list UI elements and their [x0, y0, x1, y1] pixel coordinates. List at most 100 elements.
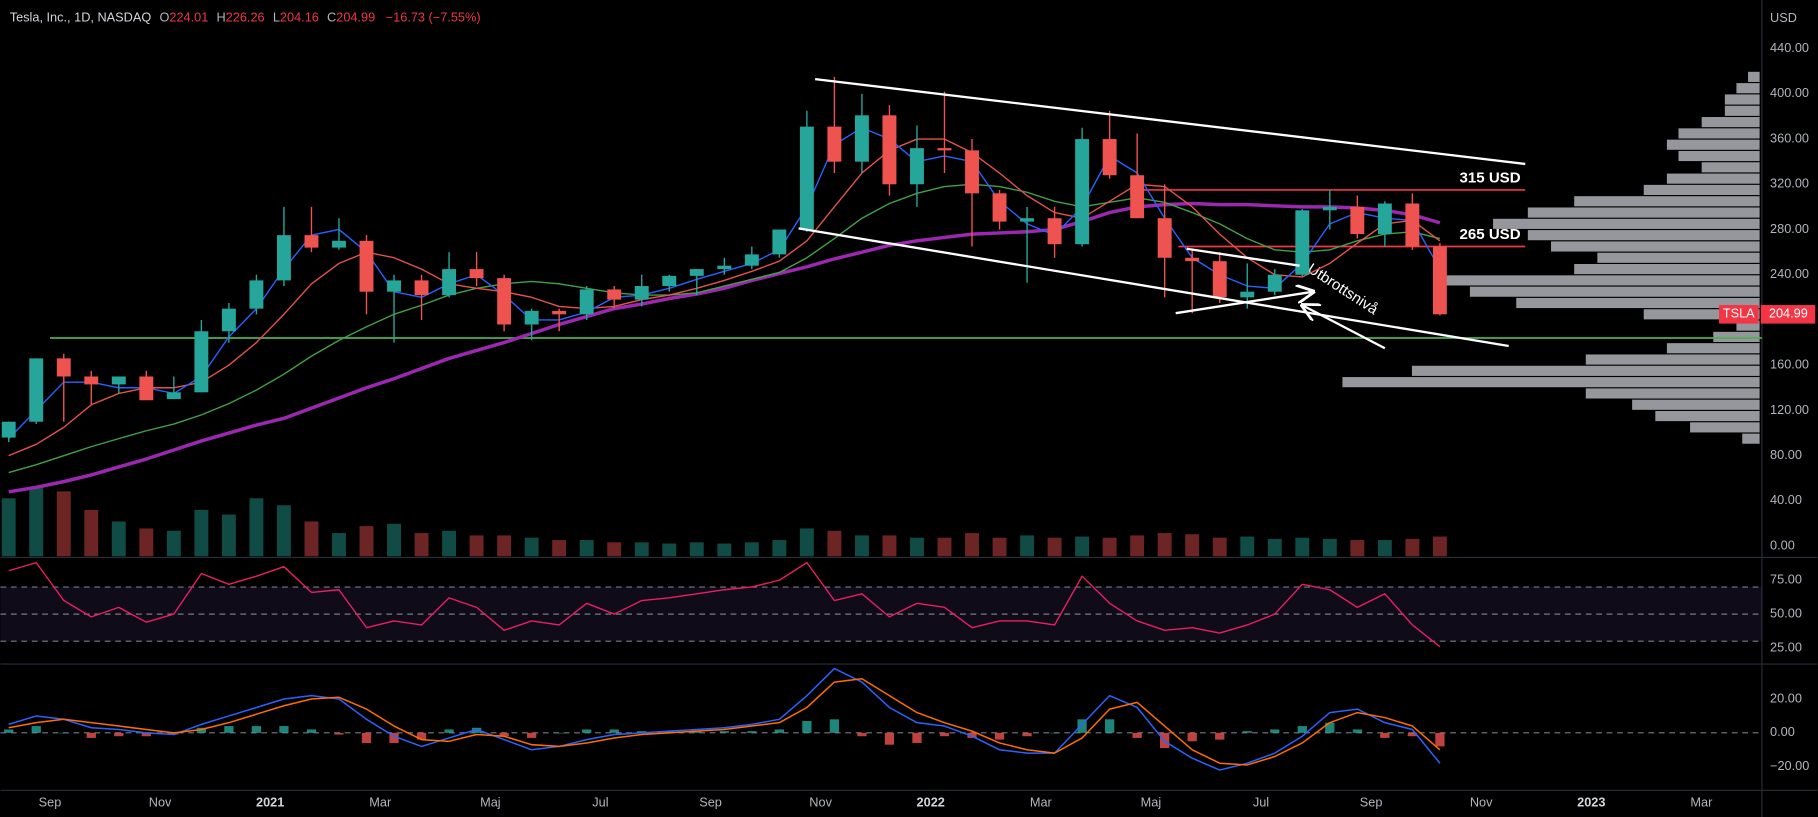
- ohlc-label: C: [327, 10, 336, 25]
- histogram-bar: [361, 732, 372, 743]
- histogram-bar: [527, 732, 537, 738]
- histogram-bar: [554, 732, 564, 734]
- candle-body: [662, 275, 677, 287]
- x-tick-label: 2022: [917, 794, 945, 809]
- histogram-bar: [334, 732, 344, 735]
- histogram-bar: [4, 729, 14, 733]
- x-tick-label: Mar: [1030, 794, 1053, 809]
- trendline: [1175, 292, 1314, 315]
- ohlc-label: L: [273, 10, 280, 25]
- histogram-bar: [857, 732, 867, 737]
- volume-profile-bar: [1690, 422, 1760, 433]
- histogram-bar: [444, 729, 454, 733]
- trendline: [814, 77, 1526, 166]
- histogram-bar: [1270, 729, 1280, 733]
- histogram-bar: [774, 729, 784, 733]
- header: Tesla, Inc., 1D, NASDAQ O224.01 H226.26 …: [10, 10, 481, 25]
- volume-bar: [1157, 533, 1172, 557]
- histogram-bar: [637, 731, 647, 733]
- volume-bar: [56, 491, 71, 557]
- volume-profile-bar: [1701, 117, 1760, 128]
- histogram-bar: [86, 732, 96, 738]
- volume-bar: [1212, 537, 1227, 557]
- histogram-bar: [1242, 731, 1252, 733]
- histogram-bar: [747, 731, 757, 733]
- volume-profile-bar: [1736, 83, 1760, 94]
- y-tick-label: 280.00: [1770, 221, 1809, 236]
- x-tick-label: Sep: [1360, 794, 1383, 809]
- x-tick-label: Mar: [369, 794, 392, 809]
- ohlc-value: 204.99: [336, 10, 375, 25]
- volume-bar: [304, 521, 319, 557]
- volume-bar: [497, 535, 512, 557]
- candle-body: [84, 376, 99, 385]
- volume-bar: [387, 523, 401, 557]
- volume-bar: [29, 486, 44, 557]
- histogram-bar: [1022, 732, 1032, 737]
- candle-body: [910, 148, 924, 185]
- histogram-bar: [1352, 729, 1362, 733]
- candle-body: [249, 280, 264, 309]
- volume-bar: [1377, 540, 1392, 557]
- histogram-bar: [114, 732, 124, 737]
- volume-bar: [332, 533, 346, 557]
- price-tag: [1760, 305, 1816, 324]
- volume-bar: [937, 537, 952, 557]
- volume-profile-bar: [1342, 377, 1760, 388]
- candle-body: [1075, 139, 1090, 245]
- candle-body: [442, 269, 457, 296]
- histogram-bar: [884, 732, 895, 745]
- histogram-bar: [31, 726, 41, 733]
- ohlc-value: 204.16: [280, 10, 319, 25]
- ohlc-value: 224.01: [169, 10, 208, 25]
- volume-profile-bar: [1632, 399, 1760, 410]
- level-label: 265 USD: [1460, 226, 1521, 243]
- histogram-bar: [1325, 722, 1335, 733]
- volume-bar: [1075, 536, 1090, 557]
- candle-body: [221, 308, 236, 332]
- candle-body: [552, 310, 567, 315]
- x-tick-label: Jul: [592, 794, 608, 809]
- x-tick-label: Maj: [480, 794, 501, 809]
- volume-profile-bar: [1643, 184, 1760, 196]
- candle-body: [1350, 206, 1365, 235]
- histogram-bar: [471, 727, 482, 733]
- candle-body: [1020, 218, 1035, 222]
- histogram-bar: [141, 732, 151, 737]
- x-tick-label: Jul: [1253, 794, 1269, 809]
- volume-profile-bar: [1574, 264, 1760, 275]
- x-tick-label: Sep: [39, 794, 62, 809]
- volume-bar: [1432, 536, 1447, 557]
- candle-body: [1047, 218, 1062, 245]
- volume-profile-bar: [1493, 218, 1760, 229]
- candle-body: [772, 229, 787, 255]
- volume-bar: [194, 509, 209, 557]
- y-tick-label: 0.00: [1770, 537, 1795, 552]
- y-tick-label: 40.00: [1770, 492, 1802, 507]
- moving-average: [8, 201, 1441, 494]
- symbol-tag: [1719, 305, 1759, 324]
- volume-bar: [442, 530, 457, 557]
- volume-profile-bar: [1678, 150, 1760, 162]
- y-tick-label: 25.00: [1770, 639, 1802, 654]
- trendline: [1186, 247, 1300, 267]
- volume-bar: [1130, 535, 1145, 557]
- histogram-bar: [251, 726, 262, 733]
- histogram-bar: [1297, 726, 1307, 733]
- candle-body: [1295, 210, 1310, 275]
- volume-profile-bar: [1527, 207, 1760, 218]
- histogram-bar: [224, 726, 234, 733]
- candle-body: [1, 421, 16, 438]
- volume-bar: [882, 535, 897, 557]
- axis-label: USD: [1770, 10, 1797, 25]
- trendline: [798, 227, 1509, 348]
- y-tick-label: 0.00: [1770, 724, 1795, 739]
- volume-bar: [1, 498, 16, 557]
- volume-profile-bar: [1701, 162, 1760, 173]
- moving-average: [8, 138, 1441, 457]
- candle-body: [1322, 206, 1337, 211]
- y-tick-label: −20.00: [1770, 758, 1809, 773]
- candle-body: [854, 115, 869, 162]
- volume-profile-bar: [1516, 297, 1760, 309]
- volume-bar: [1350, 540, 1365, 557]
